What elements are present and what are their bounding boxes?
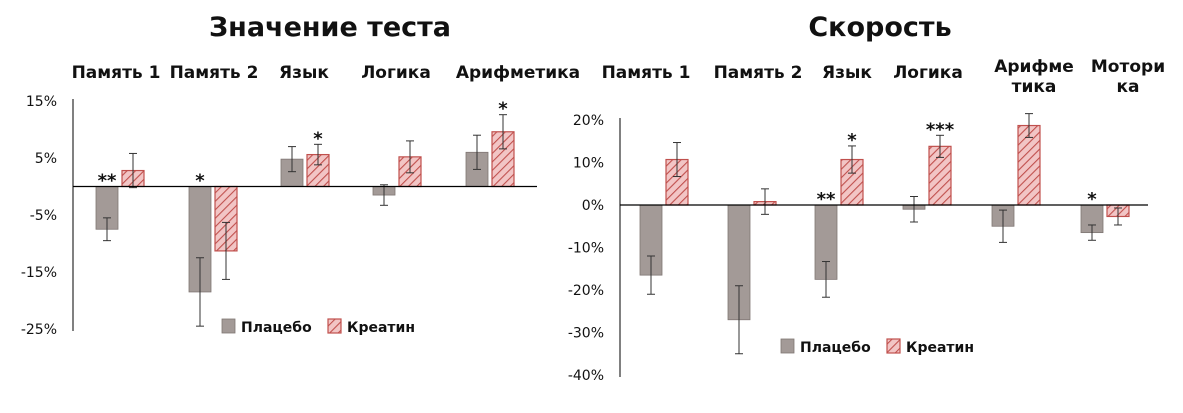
significance-marker: ** [817,189,836,210]
legend-label: Плацебо [800,340,871,356]
significance-marker: * [195,171,205,192]
category-label: Язык [822,63,872,83]
significance-marker: ** [98,171,117,192]
y-tick-label: 20% [573,113,604,129]
category-label: Логика [361,63,431,83]
legend-label: Креатин [347,320,415,336]
legend-label: Плацебо [241,320,312,336]
significance-marker: * [313,128,323,149]
category-label: Память 2 [170,63,259,83]
y-tick-label: -40% [568,368,604,384]
category-label: Логика [893,63,963,83]
category-label: Мотори [1091,57,1165,77]
y-tick-label: 10% [573,156,604,172]
legend-swatch-placebo [221,318,236,334]
y-tick-label: 0% [582,198,604,214]
category-label: Язык [279,63,329,83]
category-label: ка [1116,77,1139,97]
y-tick-label: -10% [568,241,604,257]
category-label: Память 1 [72,63,161,83]
significance-marker: * [1087,189,1097,210]
category-label: Арифме [994,57,1074,77]
y-tick-label: 5% [35,151,57,167]
chart-1: Значение теста Память 1 Память 2 Язык Логика… [21,12,580,338]
category-label: Арифметика [456,63,580,83]
y-tick-label: -30% [568,326,604,342]
category-label: тика [1012,77,1057,97]
legend-swatch-creatine [327,318,342,334]
legend-label: Креатин [906,340,974,356]
y-tick-label: -5% [30,208,57,224]
chart-title: Значение теста [209,12,451,43]
y-tick-label: 15% [26,94,57,110]
significance-marker: * [498,99,508,120]
legend-swatch-placebo [780,338,795,354]
chart-title: Скорость [808,12,951,43]
chart-2: Скорость Память 1 Память 2 Язык Логика Арифме… [568,12,1165,384]
significance-marker: * [847,130,857,151]
category-label: Память 2 [714,63,803,83]
category-label: Память 1 [602,63,691,83]
legend-swatch-creatine [886,338,901,354]
y-tick-label: -25% [21,322,57,338]
y-tick-label: -20% [568,283,604,299]
y-tick-label: -15% [21,265,57,281]
significance-marker: *** [926,119,955,140]
